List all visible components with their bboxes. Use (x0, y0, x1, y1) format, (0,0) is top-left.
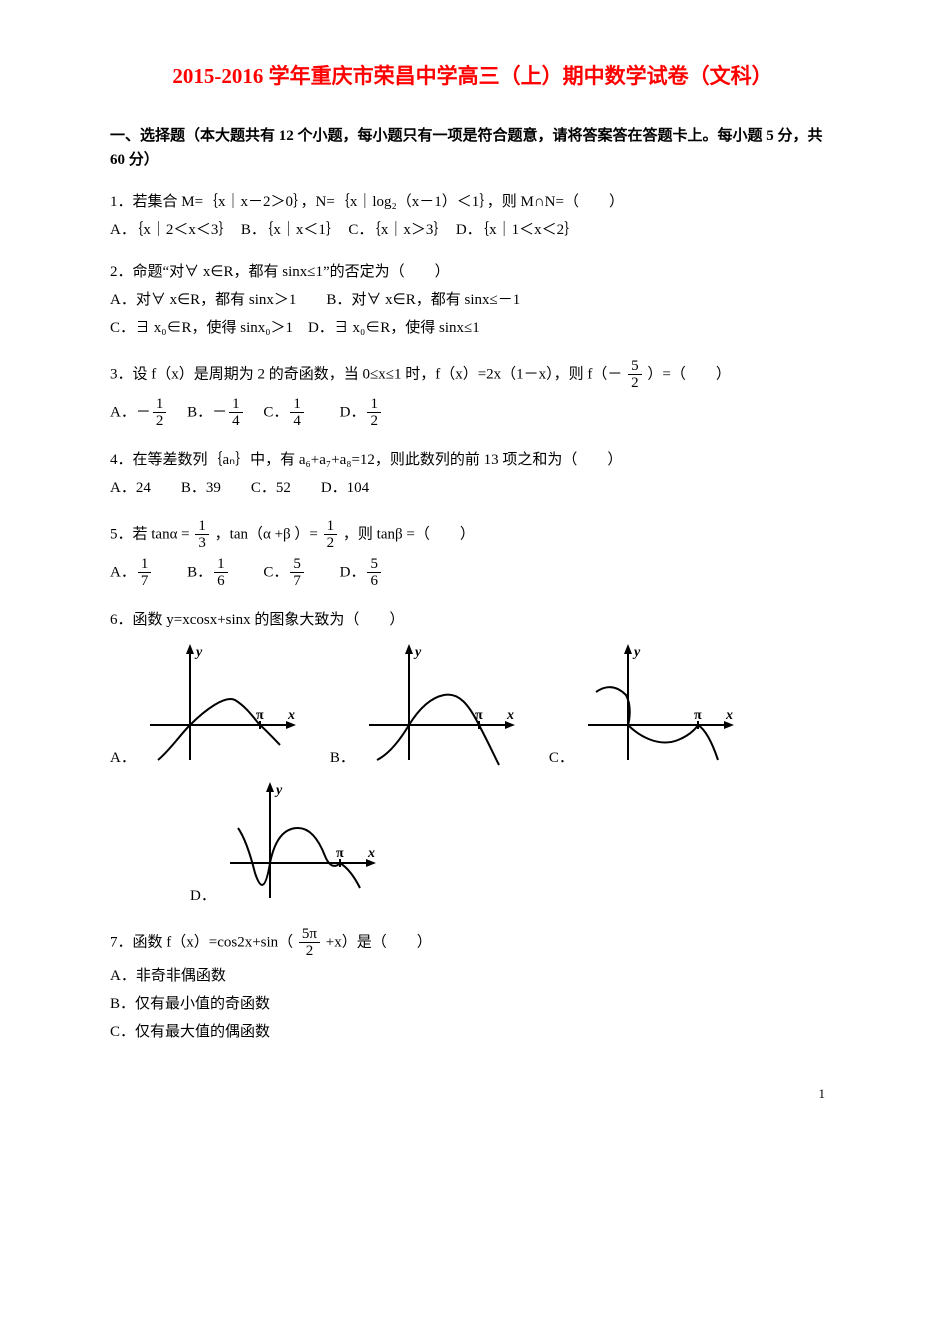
fraction-den: 2 (324, 535, 338, 552)
svg-text:y: y (194, 645, 203, 660)
fraction-den: 6 (367, 573, 381, 590)
fraction-num: 5 (290, 556, 304, 574)
q6-label-d: D． (190, 884, 216, 908)
q6-label-c: C． (549, 746, 574, 770)
q7-opt-c: C．仅有最大值的偶函数 (110, 1020, 835, 1044)
fraction-num: 1 (229, 396, 243, 414)
q6-graph-c: y x π (578, 640, 738, 770)
fraction-den: 3 (195, 535, 209, 552)
q2-stem: 2．命题“对∀ x∈R，都有 sinx≤1”的否定为（ ） (110, 260, 835, 284)
q7-stem: 7．函数 f（x）=cos2x+sin（ 5π2 +x）是（ ） (110, 926, 835, 960)
fraction-den: 2 (299, 943, 320, 960)
svg-text:x: x (725, 708, 733, 723)
fraction-den: 2 (367, 413, 381, 430)
svg-text:x: x (287, 708, 295, 723)
q6-graph-b: yxπ (359, 640, 519, 770)
fraction-num: 5 (367, 556, 381, 574)
q3-stem-frac: 5 2 (628, 358, 642, 392)
svg-text:y: y (274, 783, 283, 798)
section-heading: 一、选择题（本大题共有 12 个小题，每小题只有一项是符合题意，请将答案答在答题… (110, 124, 835, 172)
fraction-den: 6 (214, 573, 228, 590)
q6-graph-d: y x π (220, 778, 380, 908)
fraction-den: 4 (229, 413, 243, 430)
q6-graph-row2: D． y x π (190, 778, 835, 908)
q2-options-line2: C．∃ x₀∈R，使得 sinx₀＞1 D．∃ x₀∈R，使得 sinx≤1 (110, 316, 835, 340)
q7-stem-b: +x）是（ ） (326, 934, 432, 950)
q3-options: A．－12 B．－14 C．14 D．12 (110, 396, 835, 430)
svg-text:y: y (632, 645, 641, 660)
fraction-num: 1 (214, 556, 228, 574)
q7-opt-b: B．仅有最小值的奇函数 (110, 992, 835, 1016)
q7-opt-a: A．非奇非偶函数 (110, 964, 835, 988)
q5-stem-b: ，tan（α +β ）= (215, 526, 318, 542)
q6-graph-a: yxπ (140, 640, 300, 770)
q6-label-a: A． (110, 746, 136, 770)
q3-stem-a: 3．设 f（x）是周期为 2 的奇函数，当 0≤x≤1 时，f（x）=2x（1－… (110, 366, 622, 382)
fraction-den: 2 (153, 413, 167, 430)
q6-graph-row1: A． yxπ B． yxπ C． yxπ (110, 640, 835, 770)
fraction-num: 1 (367, 396, 381, 414)
q4-stem: 4．在等差数列｛aₙ｝中，有 a₆+a₇+a₈=12，则此数列的前 13 项之和… (110, 448, 835, 472)
q6-stem: 6．函数 y=xcosx+sinx 的图象大致为（ ） (110, 608, 835, 632)
fraction-den: 4 (290, 413, 304, 430)
svg-text:y: y (413, 645, 422, 660)
q5-stem: 5．若 tanα = 13 ，tan（α +β ）= 12 ，则 tanβ =（… (110, 518, 835, 552)
fraction-den: 7 (290, 573, 304, 590)
fraction-num: 5π (299, 926, 320, 944)
page-number: 1 (110, 1084, 835, 1105)
svg-text:π: π (336, 846, 344, 861)
q5-stem-c: ，则 tanβ =（ ） (343, 526, 475, 542)
svg-text:x: x (367, 846, 375, 861)
q1-options: A．｛x｜2＜x＜3｝ B．｛x｜x＜1｝ C．｛x｜x＞3｝ D．｛x｜1＜x… (110, 218, 835, 242)
fraction-den: 2 (628, 375, 642, 392)
svg-text:x: x (506, 708, 514, 723)
svg-text:π: π (694, 708, 702, 723)
q3-stem-b: ）=（ ） (647, 366, 730, 382)
q7-stem-a: 7．函数 f（x）=cos2x+sin（ (110, 934, 293, 950)
fraction-num: 1 (290, 396, 304, 414)
fraction-num: 5 (628, 358, 642, 376)
q2-options-line1: A．对∀ x∈R，都有 sinx＞1 B．对∀ x∈R，都有 sinx≤－1 (110, 288, 835, 312)
fraction-num: 1 (153, 396, 167, 414)
fraction-num: 1 (324, 518, 338, 536)
q4-options: A．24 B．39 C．52 D．104 (110, 476, 835, 500)
q3-stem: 3．设 f（x）是周期为 2 的奇函数，当 0≤x≤1 时，f（x）=2x（1－… (110, 358, 835, 392)
q5-stem-a: 5．若 tanα = (110, 526, 190, 542)
fraction-num: 1 (195, 518, 209, 536)
fraction-den: 7 (138, 573, 152, 590)
q1-stem: 1．若集合 M=｛x｜x－2＞0｝，N=｛x｜log₂（x－1）＜1｝，则 M∩… (110, 190, 835, 214)
page-title: 2015-2016 学年重庆市荣昌中学高三（上）期中数学试卷（文科） (110, 60, 835, 94)
fraction-num: 1 (138, 556, 152, 574)
q6-label-b: B． (330, 746, 355, 770)
q5-options: A．17 B．16 C．57 D．56 (110, 556, 835, 590)
